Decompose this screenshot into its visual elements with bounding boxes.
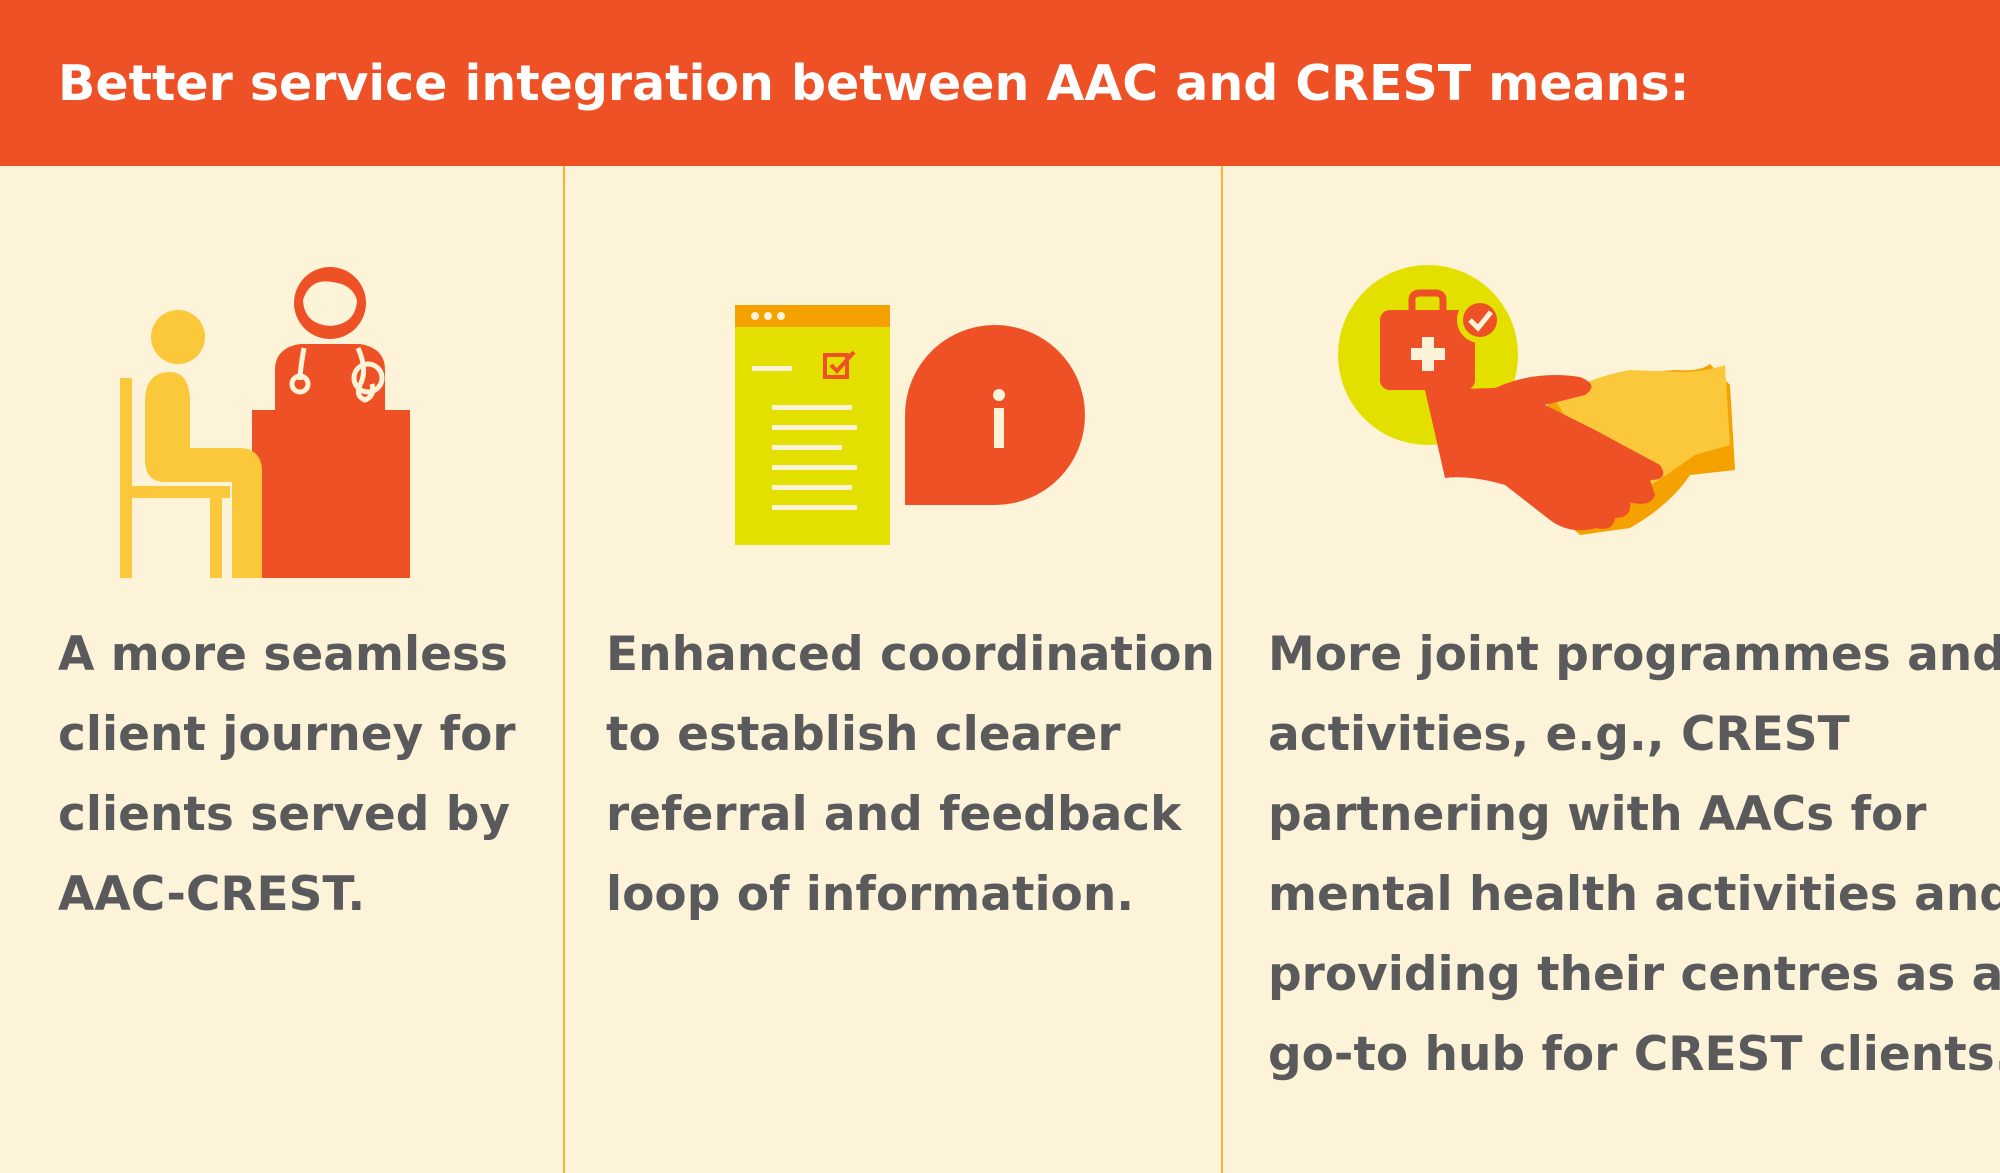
- caption-client-journey: A more seamless client journey for clien…: [58, 615, 516, 935]
- page-title: Better service integration between AAC a…: [58, 54, 1690, 112]
- caption-line: go-to hub for CREST clients.: [1268, 1027, 2000, 1082]
- caption-line: partnering with AACs for: [1268, 787, 1927, 842]
- person-at-doctor-desk-icon: [120, 267, 410, 578]
- document-with-info-bubble-icon: [735, 305, 1085, 545]
- column-divider: [563, 166, 565, 1173]
- caption-joint-programmes: More joint programmes and activities, e.…: [1268, 615, 2000, 1095]
- caption-line: A more seamless: [58, 627, 508, 682]
- caption-line: providing their centres as a: [1268, 947, 2000, 1002]
- caption-line: mental health activities and: [1268, 867, 2000, 922]
- caption-line: to establish clearer: [606, 707, 1121, 762]
- caption-line: Enhanced coordination: [606, 627, 1215, 682]
- caption-line: loop of information.: [606, 867, 1135, 922]
- caption-line: More joint programmes and: [1268, 627, 2000, 682]
- caption-line: referral and feedback: [606, 787, 1182, 842]
- caption-line: activities, e.g., CREST: [1268, 707, 1850, 762]
- medical-kit-handshake-icon: [1338, 265, 1735, 535]
- caption-coordination: Enhanced coordination to establish clear…: [606, 615, 1215, 935]
- caption-line: AAC-CREST.: [58, 867, 366, 922]
- caption-line: clients served by: [58, 787, 511, 842]
- column-divider: [1221, 166, 1223, 1173]
- caption-line: client journey for: [58, 707, 516, 762]
- header-banner: Better service integration between AAC a…: [0, 0, 2000, 166]
